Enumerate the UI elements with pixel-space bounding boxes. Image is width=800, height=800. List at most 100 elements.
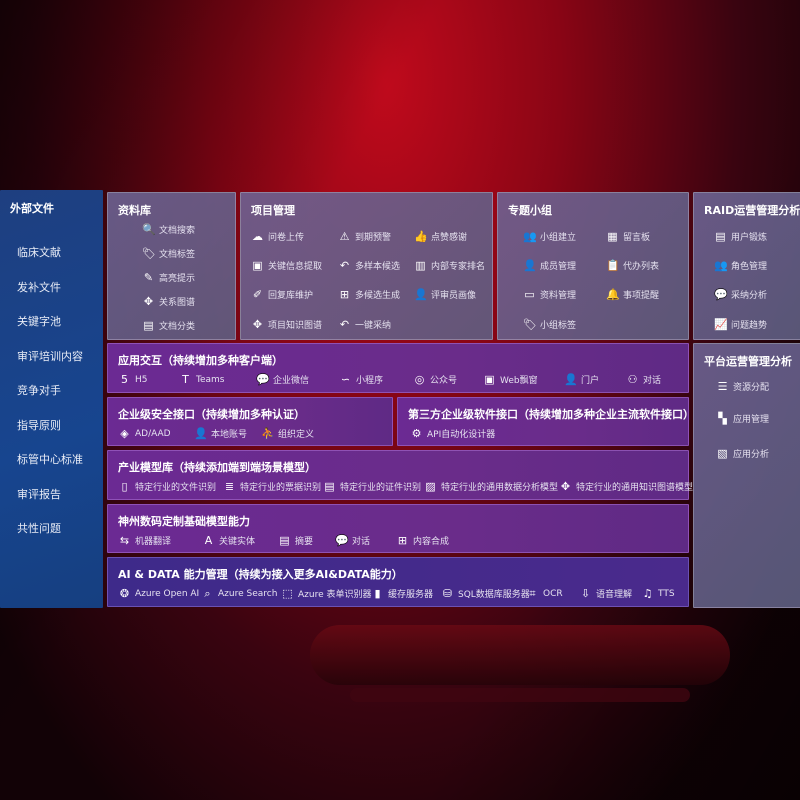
feature-item[interactable]: 💬 企业微信: [256, 373, 309, 386]
feature-label: 多候选生成: [355, 291, 401, 301]
panel-title: 产业模型库（持续添加端到端场景模型）: [118, 461, 316, 474]
feature-item[interactable]: ☁ 问卷上传: [251, 230, 304, 243]
feature-item[interactable]: ▮ 缓存服务器: [371, 587, 433, 600]
feature-item[interactable]: ✥ 项目知识图谱: [251, 318, 322, 331]
feature-item[interactable]: ▣ 关键信息提取: [251, 259, 322, 272]
feature-item[interactable]: ∽ 小程序: [339, 373, 383, 386]
feature-item[interactable]: ◈ AD/AAD: [118, 427, 170, 440]
feature-label: 文档分类: [159, 322, 196, 332]
translate-icon: ⇆: [119, 534, 130, 547]
feature-item[interactable]: ▤ 用户锻炼: [714, 230, 767, 243]
bbs-icon: ▦: [607, 230, 618, 243]
sidebar-item[interactable]: 共性问题: [17, 522, 61, 535]
feature-item[interactable]: ♫ TTS: [641, 587, 675, 600]
feature-item[interactable]: 👤 评审员画像: [414, 288, 476, 301]
monitor-stand: [310, 625, 730, 685]
database-icon: ⛁: [442, 587, 453, 600]
feature-item[interactable]: ☰ 资源分配: [716, 380, 769, 393]
feature-item[interactable]: ≣ 特定行业的票据识别: [223, 480, 321, 493]
sidebar-item[interactable]: 临床文献: [17, 246, 61, 259]
graph-icon: ✥: [252, 318, 263, 331]
feature-item[interactable]: ⇩ 语音理解: [579, 587, 632, 600]
feature-item[interactable]: ▧ 应用分析: [716, 447, 769, 460]
feature-item[interactable]: 👥 角色管理: [714, 259, 767, 272]
feature-item[interactable]: ⚇ 对话: [626, 373, 661, 386]
feature-item[interactable]: ◎ 公众号: [413, 373, 457, 386]
panel-title: 第三方企业级软件接口（持续增加多种企业主流软件接口）: [408, 408, 694, 421]
sidebar-item[interactable]: 关键字池: [17, 315, 61, 328]
feature-item[interactable]: ⊞ 内容合成: [396, 534, 449, 547]
id-card-icon: ▤: [715, 230, 726, 243]
tag-icon: 🏷: [142, 247, 156, 260]
feature-item[interactable]: ⛹ 组织定义: [261, 427, 314, 440]
feature-item[interactable]: 👤 成员管理: [523, 259, 576, 272]
clipboard-icon: 📋: [606, 259, 620, 272]
feature-item[interactable]: A 关键实体: [202, 534, 255, 547]
feature-label: 资料管理: [540, 291, 577, 301]
feature-label: 文档搜索: [159, 226, 196, 236]
panel-title: RAID运营管理分析: [704, 204, 800, 217]
sidebar-item[interactable]: 发补文件: [17, 280, 61, 294]
feature-item[interactable]: ▣ Web飘窗: [483, 373, 537, 386]
feature-item[interactable]: ⚠ 到期预警: [338, 230, 391, 243]
feature-item[interactable]: ⛁ SQL数据库服务器: [441, 587, 530, 600]
sidebar-item[interactable]: 竞争对手: [17, 384, 61, 397]
feature-item[interactable]: T Teams: [179, 373, 224, 386]
feature-item[interactable]: 🏷 文档标签: [142, 247, 195, 260]
panel-title: 资料库: [118, 204, 151, 217]
feature-item[interactable]: 👍 点赞感谢: [414, 230, 467, 243]
summary-icon: ▤: [279, 534, 290, 547]
feature-item[interactable]: ✥ 特定行业的通用知识图谱模型: [559, 480, 693, 493]
feature-label: 关键实体: [219, 537, 256, 547]
feature-item[interactable]: ⬚ Azure 表单识别器: [281, 587, 371, 600]
feature-item[interactable]: 📋 代办列表: [606, 259, 659, 272]
feature-item[interactable]: 🔔 事项提醒: [606, 288, 659, 301]
panel-thirdparty: 第三方企业级软件接口（持续增加多种企业主流软件接口） ⚙ API自动化设计器: [397, 397, 694, 446]
sidebar-item[interactable]: 审评培训内容: [17, 349, 83, 363]
feature-item[interactable]: ↶ 一键采纳: [338, 318, 391, 331]
feature-item[interactable]: ▚ 应用管理: [716, 412, 769, 425]
feature-item[interactable]: ⚙ API自动化设计器: [410, 427, 496, 440]
feature-item[interactable]: 💬 对话: [335, 534, 370, 547]
feature-item[interactable]: 🏷 小组标签: [523, 318, 576, 331]
feature-item[interactable]: ▦ 留言板: [606, 230, 650, 243]
feature-item[interactable]: ▨ 特定行业的通用数据分析模型: [424, 480, 558, 493]
feature-item[interactable]: 🔍 文档搜索: [142, 223, 195, 236]
feature-item[interactable]: ↶ 多样本候选: [338, 259, 400, 272]
feature-item[interactable]: 📈 问题趋势: [714, 318, 767, 331]
feature-item[interactable]: ⊞ 多候选生成: [338, 288, 400, 301]
qa-icon: 💬: [714, 288, 728, 301]
feature-item[interactable]: ▤ 特定行业的证件识别: [323, 480, 421, 493]
feature-label: 角色管理: [731, 262, 768, 272]
feature-item[interactable]: ▭ 资料管理: [523, 288, 576, 301]
feature-item[interactable]: ✐ 回复库维护: [251, 288, 313, 301]
thumbs-up-icon: 👍: [414, 230, 428, 243]
graph-icon: ✥: [143, 295, 154, 308]
feature-item[interactable]: ✥ 关系图谱: [142, 295, 195, 308]
feature-item[interactable]: ⌕ Azure Search: [201, 587, 277, 601]
person-icon: 👤: [414, 288, 428, 301]
feature-item[interactable]: ⌗ OCR: [526, 587, 562, 601]
feature-item[interactable]: 👤 本地账号: [194, 427, 247, 440]
sidebar-item[interactable]: 标管中心标准: [17, 453, 83, 466]
feature-item[interactable]: ⇆ 机器翻译: [118, 534, 171, 547]
feature-item[interactable]: 👥 小组建立: [523, 230, 576, 243]
puzzle-icon: ⊞: [397, 534, 408, 547]
feature-item[interactable]: ▤ 文档分类: [142, 319, 195, 332]
feature-label: 点赞感谢: [431, 233, 468, 243]
feature-item[interactable]: ▥ 内部专家排名: [414, 259, 485, 272]
feature-label: 资源分配: [733, 383, 770, 393]
sidebar-item[interactable]: 指导原则: [17, 418, 61, 432]
sidebar-item[interactable]: 审评报告: [17, 487, 61, 501]
feature-item[interactable]: 👤 门户: [564, 373, 599, 386]
feature-label: TTS: [658, 588, 675, 599]
feature-item[interactable]: ▯ 特定行业的文件识别: [118, 480, 216, 493]
feature-item[interactable]: 5 H5: [118, 373, 148, 386]
feature-item[interactable]: ▤ 摘要: [278, 534, 313, 547]
feature-item[interactable]: ✎ 高亮提示: [142, 271, 195, 284]
feature-label: 关键信息提取: [268, 262, 323, 272]
feature-item[interactable]: ❂ Azure Open AI: [118, 587, 199, 600]
id-card-icon: ▤: [324, 480, 335, 493]
feature-item[interactable]: 💬 采纳分析: [714, 288, 767, 301]
feature-label: 问题趋势: [731, 321, 768, 331]
